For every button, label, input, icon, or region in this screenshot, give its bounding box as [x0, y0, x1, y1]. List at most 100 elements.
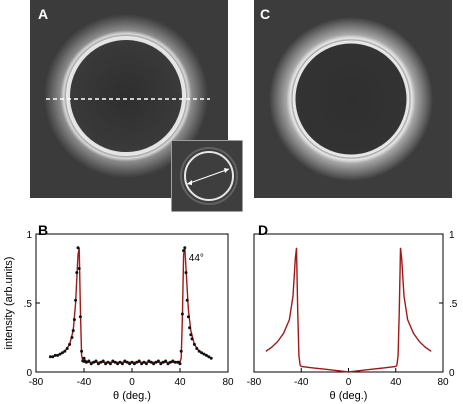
- panel-b-fit-line: [50, 247, 212, 363]
- panel-b-data-point: [135, 360, 139, 364]
- panel-b-data-point: [164, 359, 168, 363]
- panel-b-data-point: [81, 359, 85, 363]
- panel-b-data-point: [159, 362, 163, 366]
- panel-b-data-point: [84, 360, 88, 364]
- panel-b-data-point: [92, 360, 96, 364]
- panel-a-inset: [171, 140, 243, 212]
- panel-a-inset-ring: [184, 151, 234, 201]
- panel-b-data-point: [188, 326, 192, 330]
- panel-b-data-point: [58, 352, 62, 356]
- panel-a-inset-arrowhead-left: [187, 180, 192, 185]
- panel-b-xtick-label: -40: [77, 377, 92, 388]
- panel-b-ytick-label: 0: [26, 368, 32, 379]
- panel-b-data-point: [147, 359, 151, 363]
- panel-c-image: [254, 0, 452, 198]
- panel-b-data-point: [137, 359, 141, 363]
- panel-b-data-point: [116, 362, 120, 366]
- panel-b-data-point: [63, 349, 67, 353]
- panel-b-data-point: [202, 352, 206, 356]
- panel-b-data-point: [182, 249, 186, 253]
- panel-b-data-point: [74, 298, 78, 302]
- panel-d-ytick-label: 0: [449, 368, 455, 379]
- panel-b-data-point: [71, 329, 75, 333]
- panel-b-data-point: [161, 360, 165, 364]
- panel-b-data-point: [152, 362, 156, 366]
- panel-b-data-point: [142, 360, 146, 364]
- panel-d-xtick-label: 80: [437, 377, 449, 388]
- panel-b-data-point: [197, 349, 201, 353]
- panel-b-xtick-label: 80: [222, 377, 234, 388]
- panel-b-data-point: [111, 359, 115, 363]
- panel-a-label: A: [38, 6, 49, 22]
- panel-b-data-point: [108, 362, 112, 366]
- panel-b-data-point: [101, 359, 105, 363]
- panel-b-data-point: [166, 362, 170, 366]
- panel-b-data-point: [87, 359, 91, 363]
- panel-b-label: B: [38, 222, 49, 238]
- panel-b-data-point: [78, 315, 82, 319]
- panel-b-data-point: [113, 360, 117, 364]
- panel-b-data-point: [144, 362, 148, 366]
- panel-b-xtick-label: 0: [129, 377, 135, 388]
- panel-b-chart: -80 -40 0 40 80 0 .5 1 θ (deg.) intensity (arb.un…: [3, 230, 234, 402]
- panel-b-data-point: [189, 333, 193, 337]
- panel-b-data-point: [192, 342, 196, 346]
- panel-b-peak-annotation: 44°: [189, 253, 204, 264]
- panel-b-data-point: [186, 315, 190, 319]
- panel-b-data-point: [178, 362, 182, 366]
- panel-a-inset-halo: [180, 147, 238, 205]
- panel-b-data-point: [200, 351, 204, 355]
- panel-b-data-point: [125, 360, 129, 364]
- panel-b-xtick-label: -80: [29, 377, 44, 388]
- panel-b-data-point: [185, 298, 189, 302]
- panel-b-xlabel: θ (deg.): [113, 390, 151, 402]
- panel-d-xtick-label: 0: [346, 377, 352, 388]
- panel-a-inset-arrow: [186, 168, 230, 185]
- panel-a-image: [30, 0, 228, 198]
- panel-a-ring: [66, 36, 186, 156]
- panel-b-data-point: [168, 360, 172, 364]
- panel-b-data-point: [51, 355, 55, 359]
- panel-d-xtick-label: 40: [390, 377, 402, 388]
- panel-b-data-point: [96, 362, 100, 366]
- panel-b-data-point: [68, 342, 72, 346]
- panel-b-data-point: [149, 360, 153, 364]
- panel-b-data-point: [130, 360, 134, 364]
- panel-b-data-point: [80, 349, 84, 353]
- panel-b-ylabel: intensity (arb.units): [3, 257, 15, 350]
- panel-b-data-point: [154, 360, 158, 364]
- panel-b-data-point: [60, 351, 64, 355]
- panel-b-data-point: [70, 336, 74, 339]
- panel-b-data-point: [171, 359, 175, 363]
- panel-b-data-point: [173, 360, 177, 364]
- panel-c-ring: [292, 40, 410, 158]
- panel-b-data-point: [104, 362, 108, 366]
- panel-b-data-point: [183, 246, 187, 250]
- panel-b-data-point: [75, 271, 79, 275]
- panel-b-data-point: [120, 362, 124, 366]
- panel-c-label: C: [260, 6, 271, 22]
- panel-b-data-point: [140, 362, 144, 366]
- panel-b-data-point: [77, 267, 81, 270]
- panel-b-data-point: [128, 362, 132, 366]
- panel-d-chart: -80 -40 0 40 800.51θ (deg.): [247, 230, 458, 402]
- panel-b-data-point: [204, 353, 208, 357]
- panel-d-xlabel: θ (deg.): [330, 390, 368, 402]
- panel-b-ytick-label: 1: [26, 230, 32, 241]
- panel-b-data-point: [94, 359, 98, 363]
- panel-b-data-point: [99, 360, 103, 364]
- panel-b-data-point: [82, 356, 86, 360]
- panel-b-data-point: [53, 353, 57, 357]
- panel-b-data-point: [179, 349, 183, 353]
- panel-d-fit-line: [265, 247, 432, 373]
- panel-d-xtick-label: -80: [247, 377, 262, 388]
- panel-b-data-point: [132, 362, 136, 366]
- panel-b-data-point: [207, 355, 211, 359]
- panel-a-inset-arrowhead-right: [224, 168, 229, 173]
- panel-d-xtick-label: -40: [294, 377, 309, 388]
- panel-b-ytick-label: .5: [24, 299, 33, 310]
- panel-b-data-point: [190, 337, 194, 341]
- panel-b-data-point: [56, 353, 60, 357]
- panel-b-data-point: [89, 362, 93, 366]
- panel-d-ytick-label: 1: [449, 230, 455, 241]
